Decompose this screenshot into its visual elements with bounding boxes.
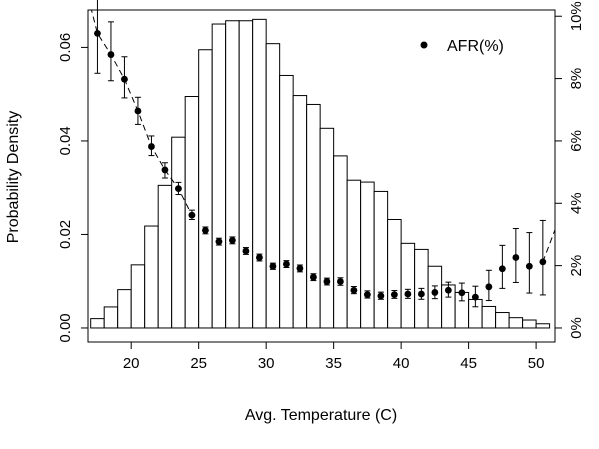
y-tick-label: 0.06	[57, 33, 74, 62]
afr-point	[283, 260, 290, 268]
afr-point	[498, 265, 506, 273]
x-tick-label: 50	[528, 355, 545, 372]
histogram-bar	[171, 136, 186, 329]
histogram-bar	[117, 289, 132, 329]
x-tick-label: 25	[190, 355, 207, 372]
histogram-bar	[387, 218, 402, 329]
histogram-bar	[130, 264, 146, 329]
afr-point	[161, 166, 169, 174]
afr-point	[431, 289, 439, 296]
histogram-bar	[252, 18, 267, 329]
afr-point	[485, 283, 493, 291]
y-tick-label: 0.04	[57, 126, 74, 155]
legend-label: AFR(%)	[447, 38, 504, 55]
x-tick-label: 35	[325, 355, 342, 372]
afr-point	[512, 254, 520, 261]
histogram-bar	[508, 317, 524, 329]
afr-point	[336, 278, 344, 285]
histogram-bar	[211, 23, 227, 329]
afr-point	[417, 290, 425, 298]
histogram-bar	[360, 181, 375, 329]
afr-point	[390, 291, 398, 299]
histogram-bar	[292, 95, 308, 329]
plot-frame	[87, 9, 556, 343]
afr-point	[215, 238, 223, 246]
afr-point	[404, 290, 412, 298]
y-axis-left: 0.00 0.02 0.04 0.06	[57, 33, 88, 343]
histogram-bar	[265, 43, 281, 329]
afr-point	[121, 75, 128, 83]
afr-point	[471, 293, 479, 301]
histogram-bar	[144, 225, 159, 329]
histogram-bar	[103, 306, 119, 329]
histogram-bar	[373, 190, 389, 329]
histogram-bar	[535, 323, 551, 329]
histogram-bar	[238, 20, 254, 329]
afr-point	[256, 254, 263, 261]
afr-point	[134, 107, 142, 115]
afr-point	[525, 262, 533, 270]
y-axis-title: Probability Density	[5, 111, 22, 244]
y2-tick-label: 2%	[568, 255, 585, 277]
afr-point	[539, 258, 547, 266]
histogram-bars	[90, 18, 551, 329]
histogram-bar	[333, 155, 348, 329]
legend-marker-icon	[420, 41, 428, 49]
histogram-bar	[306, 103, 321, 329]
histogram-bar	[346, 179, 362, 329]
afr-point	[94, 29, 101, 37]
legend: AFR(%)	[420, 38, 504, 55]
afr-point	[175, 185, 182, 193]
afr-point	[188, 211, 196, 219]
x-axis: 20 25 30 35 40 45 50	[123, 342, 545, 372]
trend-line-segment	[542, 229, 555, 263]
y2-tick-label: 0%	[568, 317, 585, 339]
histogram-bar	[198, 49, 213, 329]
histogram-bar	[319, 127, 335, 329]
afr-point	[229, 236, 236, 244]
y-tick-label: 0.00	[57, 313, 74, 342]
y2-tick-label: 10%	[568, 1, 585, 31]
histogram-bar	[400, 242, 416, 329]
afr-point	[458, 289, 466, 297]
histogram-bar	[90, 318, 105, 329]
afr-point	[242, 247, 250, 255]
afr-point	[444, 286, 452, 294]
afr-point	[107, 51, 115, 58]
y-axis-right: 0% 2% 4% 6% 8% 10%	[555, 1, 585, 339]
x-tick-label: 20	[123, 355, 140, 372]
histogram-bar	[522, 319, 537, 329]
x-tick-label: 30	[258, 355, 275, 372]
afr-points	[94, 29, 547, 301]
x-axis-title: Avg. Temperature (C)	[245, 407, 397, 424]
afr-point	[310, 273, 317, 281]
afr-point	[350, 286, 358, 294]
histogram-bar	[225, 20, 240, 329]
afr-point	[148, 143, 155, 150]
afr-point	[202, 226, 209, 234]
y2-tick-label: 4%	[568, 192, 585, 214]
histogram-bar	[157, 184, 173, 329]
histogram-bar	[481, 305, 497, 329]
histogram-bar	[495, 312, 510, 329]
y2-tick-label: 6%	[568, 130, 585, 152]
afr-point	[296, 265, 304, 272]
afr-point	[363, 291, 371, 299]
y2-tick-label: 8%	[568, 68, 585, 90]
x-tick-label: 45	[460, 355, 477, 372]
histogram-bar	[279, 74, 294, 329]
x-tick-label: 40	[393, 355, 410, 372]
afr-point	[269, 262, 277, 270]
afr-point	[323, 278, 331, 285]
y-tick-label: 0.02	[57, 220, 74, 249]
afr-point	[377, 292, 385, 300]
